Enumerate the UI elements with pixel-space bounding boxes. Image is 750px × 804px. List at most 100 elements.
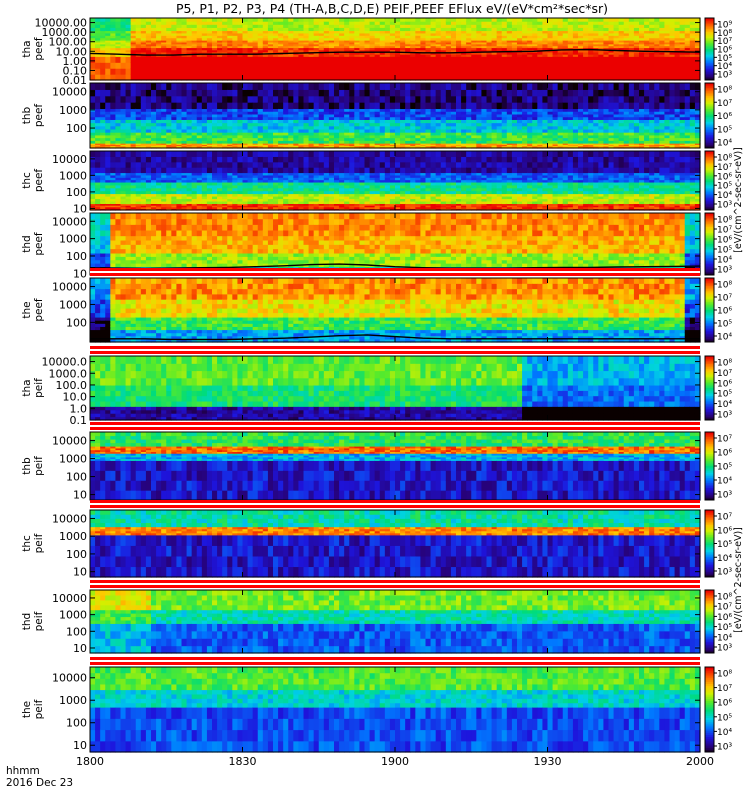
heatmap-cell: [314, 18, 320, 22]
heatmap-cell: [141, 83, 147, 90]
heatmap-cell: [634, 83, 640, 90]
heatmap-cell: [329, 68, 335, 75]
heatmap-cell: [517, 83, 523, 90]
heatmap-cell: [288, 62, 294, 69]
heatmap-cell: [339, 83, 345, 90]
heatmap-cell: [487, 89, 493, 96]
heatmap-cell: [456, 89, 462, 96]
heatmap-cell: [324, 68, 330, 75]
heatmap-cell: [314, 62, 320, 69]
heatmap-cell: [110, 102, 116, 109]
heatmap-cell: [110, 68, 116, 75]
heatmap-cell: [334, 56, 340, 63]
heatmap-cell: [395, 83, 401, 90]
heatmap-cell: [222, 96, 228, 103]
heatmap-cell: [151, 68, 157, 75]
heatmap-cell: [105, 83, 111, 90]
heatmap-cell: [349, 83, 355, 90]
heatmap-cell: [217, 96, 223, 103]
heatmap-cell: [481, 89, 487, 96]
heatmap-cell: [263, 62, 269, 69]
heatmap-cell: [659, 56, 665, 63]
heatmap-cell: [268, 102, 274, 109]
heatmap-cell: [273, 83, 279, 90]
heatmap-cell: [659, 62, 665, 69]
heatmap-cell: [95, 89, 101, 96]
heatmap-cell: [588, 96, 594, 103]
heatmap-cell: [385, 56, 391, 63]
heatmap-cell: [268, 62, 274, 69]
heatmap-cell: [644, 18, 650, 22]
heatmap-cell: [298, 83, 304, 90]
heatmap-cell: [476, 56, 482, 63]
heatmap-cell: [624, 102, 630, 109]
heatmap-cell: [217, 83, 223, 90]
heatmap-cell: [405, 62, 411, 69]
heatmap-cell: [349, 102, 355, 109]
heatmap-cell: [339, 68, 345, 75]
heatmap-cell: [217, 18, 223, 22]
heatmap-cell: [263, 96, 269, 103]
heatmap-cell: [375, 56, 381, 63]
colorbar-tick-label: 10⁴: [717, 139, 732, 149]
heatmap-cell: [232, 102, 238, 109]
heatmap-cell: [304, 102, 310, 109]
heatmap-cell: [659, 102, 665, 109]
heatmap-cell: [426, 102, 432, 109]
heatmap-cell: [614, 102, 620, 109]
heatmap-cell: [405, 102, 411, 109]
heatmap-cell: [151, 96, 157, 103]
heatmap-cell: [344, 83, 350, 90]
heatmap-cell: [517, 62, 523, 69]
heatmap-cell: [675, 89, 681, 96]
heatmap-cell: [619, 102, 625, 109]
heatmap-cell: [481, 56, 487, 63]
heatmap-cell: [171, 89, 177, 96]
heatmap-cell: [309, 89, 315, 96]
heatmap-cell: [431, 56, 437, 63]
heatmap-cell: [497, 62, 503, 69]
heatmap-cell: [182, 18, 188, 22]
heatmap-cell: [156, 102, 162, 109]
heatmap-cell: [126, 68, 132, 75]
heatmap-cell: [385, 96, 391, 103]
heatmap-cell: [598, 102, 604, 109]
heatmap-cell: [151, 89, 157, 96]
heatmap-cell: [309, 56, 315, 63]
heatmap-cell: [151, 56, 157, 63]
heatmap-cell: [217, 89, 223, 96]
heatmap-cell: [492, 68, 498, 75]
heatmap-cell: [603, 102, 609, 109]
heatmap-cell: [385, 102, 391, 109]
heatmap-cell: [176, 96, 182, 103]
heatmap-cell: [476, 18, 482, 22]
heatmap-cell: [537, 89, 543, 96]
heatmap-cell: [553, 89, 559, 96]
heatmap-cell: [126, 62, 132, 69]
heatmap-cell: [227, 102, 233, 109]
heatmap-cell: [553, 56, 559, 63]
heatmap-cell: [192, 56, 198, 63]
heatmap-cell: [441, 56, 447, 63]
heatmap-cell: [365, 83, 371, 90]
heatmap-cell: [100, 96, 106, 103]
heatmap-cell: [522, 83, 528, 90]
heatmap-cell: [451, 68, 457, 75]
heatmap-cell: [634, 96, 640, 103]
heatmap-cell: [182, 102, 188, 109]
heatmap-cell: [146, 56, 152, 63]
heatmap-cell: [95, 102, 101, 109]
heatmap-cell: [176, 56, 182, 63]
heatmap-cell: [441, 18, 447, 22]
heatmap-cell: [614, 89, 620, 96]
heatmap-cell: [507, 83, 513, 90]
heatmap-cell: [298, 56, 304, 63]
heatmap-cell: [110, 18, 116, 22]
heatmap-cell: [90, 162, 96, 168]
heatmap-cell: [517, 56, 523, 63]
heatmap-cell: [212, 62, 218, 69]
heatmap-cell: [293, 96, 299, 103]
heatmap-cell: [90, 83, 96, 90]
heatmap-cell: [385, 68, 391, 75]
heatmap-cell: [436, 96, 442, 103]
